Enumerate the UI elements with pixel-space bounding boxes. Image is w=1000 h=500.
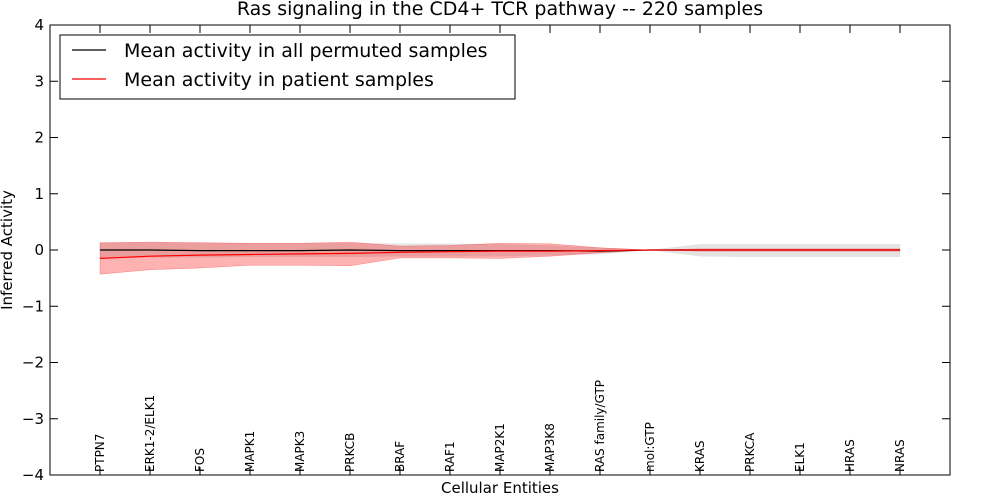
legend-label-patient: Mean activity in patient samples: [124, 69, 434, 91]
x-axis-ticks: PTPN7 ERK1-2/ELK1 FOS MAPK1 MAPK3 PRKCB BRAF RA…: [93, 25, 907, 475]
confidence-bands: [99, 241, 901, 275]
y-tick-label: 0: [34, 241, 44, 259]
chart-title: Ras signaling in the CD4+ TCR pathway --…: [237, 0, 763, 20]
x-tick-label: RAS family/GTP: [593, 380, 607, 472]
x-axis-label: Cellular Entities: [441, 479, 559, 497]
x-tick-label: KRAS: [693, 440, 707, 472]
x-tick-label: RAF1: [443, 441, 457, 472]
y-tick-label: 1: [34, 185, 44, 203]
line-series-1: [99, 249, 900, 259]
x-tick-label: BRAF: [393, 441, 407, 472]
x-tick-label: HRAS: [843, 439, 857, 472]
legend-label-permuted: Mean activity in all permuted samples: [124, 40, 487, 62]
y-tick-label: −4: [22, 466, 44, 484]
x-tick-label: FOS: [193, 448, 207, 472]
x-tick-label: ELK1: [793, 442, 807, 472]
x-tick-label: MAP2K1: [493, 423, 507, 472]
y-tick-label: 2: [34, 129, 44, 147]
y-tick-label: −3: [22, 410, 44, 428]
x-tick-label: mol:GTP: [643, 422, 657, 472]
x-tick-label: PTPN7: [93, 434, 107, 472]
legend-frame: [59, 34, 516, 100]
series-lines: [99, 249, 900, 259]
x-tick-label: PRKCB: [343, 433, 357, 472]
y-tick-label: 4: [34, 16, 44, 34]
y-tick-label: −2: [22, 354, 44, 372]
y-tick-label: −1: [22, 297, 44, 315]
x-tick-label: NRAS: [893, 439, 907, 472]
legend: Mean activity in all permuted samples Me…: [59, 34, 516, 100]
y-axis-ticks: 4 3 2 1 0 −1 −2 −3 −4: [22, 16, 950, 484]
x-tick-label: ERK1-2/ELK1: [143, 395, 157, 472]
x-tick-label: PRKCA: [743, 432, 757, 472]
x-tick-label: MAPK3: [293, 431, 307, 472]
y-tick-label: 3: [34, 72, 44, 90]
x-tick-label: MAPK1: [243, 431, 257, 472]
y-axis-label: Inferred Activity: [0, 190, 16, 310]
x-tick-label: MAP3K8: [543, 423, 557, 472]
